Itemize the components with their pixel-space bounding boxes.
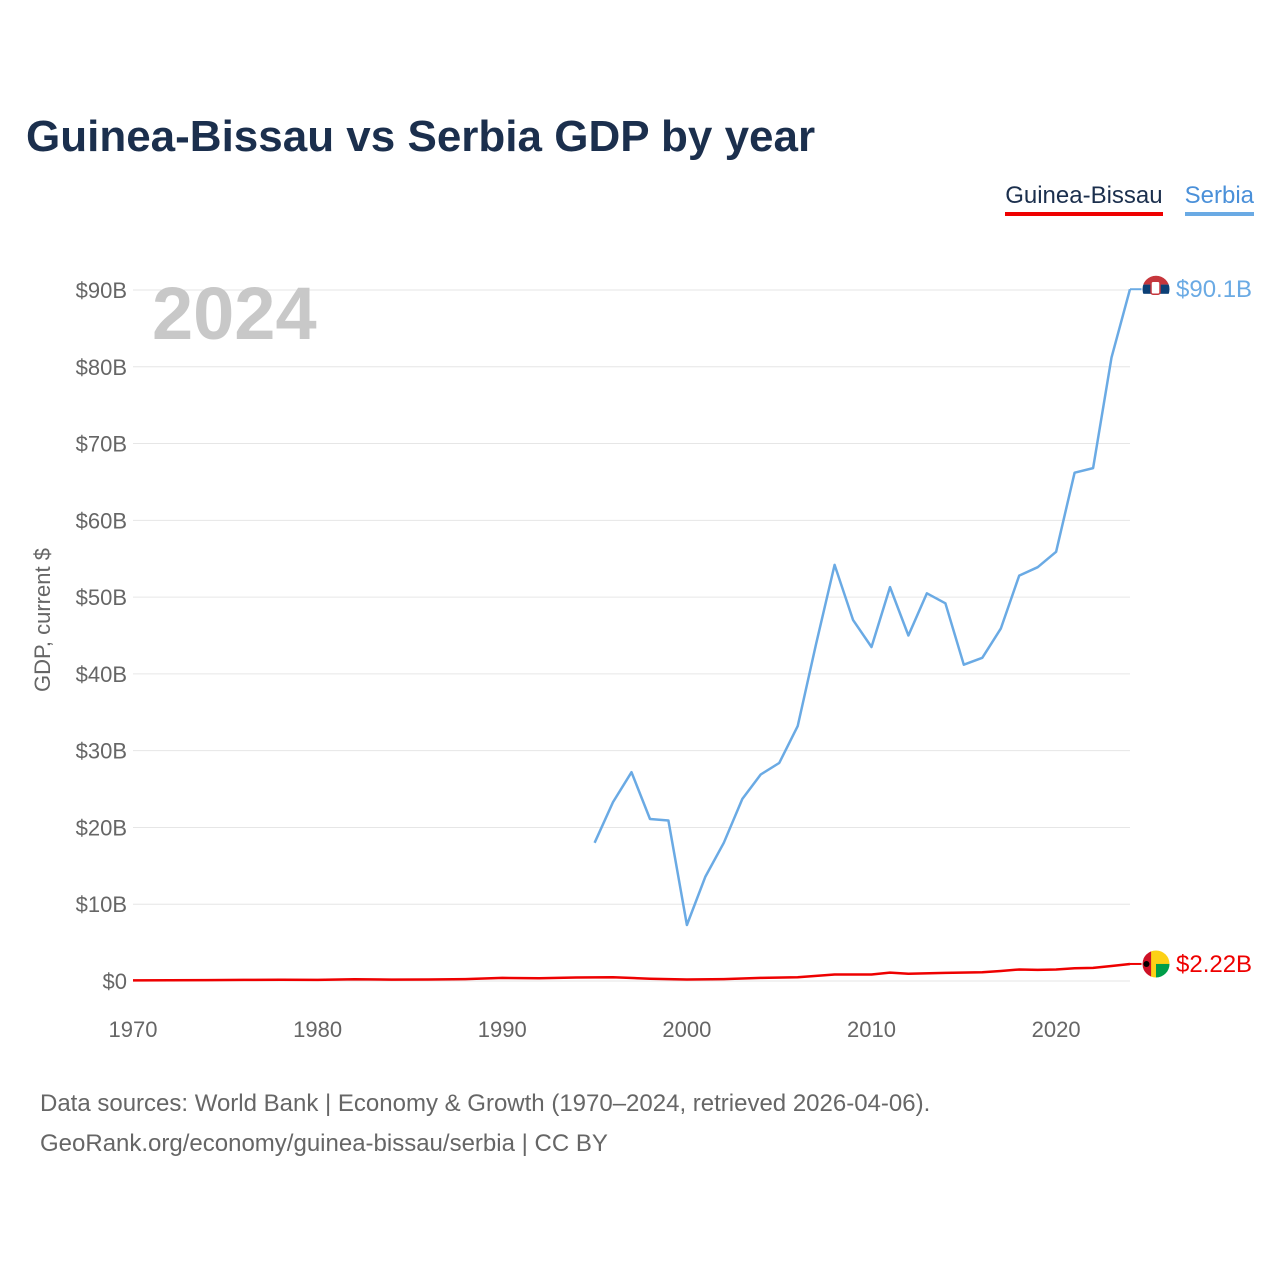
chart-title: Guinea-Bissau vs Serbia GDP by year [26, 112, 816, 161]
y-tick-label: $0 [103, 969, 127, 994]
end-labels: $2.22B $90.1B [1130, 274, 1252, 979]
y-tick-label: $80B [76, 355, 127, 380]
y-tick-label: $50B [76, 585, 127, 610]
y-tick-label: $60B [76, 508, 127, 533]
legend: Guinea-Bissau Serbia [1005, 182, 1254, 216]
source-note: Data sources: World Bank | Economy & Gro… [40, 1084, 930, 1164]
x-tick-label: 1990 [478, 1017, 527, 1042]
y-tick-label: $10B [76, 892, 127, 917]
x-tick-label: 1970 [109, 1017, 158, 1042]
y-tick-label: $70B [76, 432, 127, 457]
x-axis: 1970 1980 1990 2000 2010 2020 [109, 1017, 1081, 1042]
source-line-2[interactable]: GeoRank.org/economy/guinea-bissau/serbia… [40, 1130, 608, 1157]
line-chart: 2024 GDP, current $ $0 $10B $20B $30B $40B $5… [30, 272, 1252, 1042]
legend-item-serbia[interactable]: Serbia [1184, 182, 1254, 216]
y-tick-label: $90B [76, 278, 127, 303]
x-tick-label: 2010 [847, 1017, 896, 1042]
y-tick-label: $30B [76, 739, 127, 764]
x-tick-label: 2020 [1032, 1017, 1081, 1042]
y-tick-label: $40B [76, 662, 127, 687]
serbia-flag-icon [1141, 274, 1171, 304]
source-line-1: Data sources: World Bank | Economy & Gro… [40, 1090, 931, 1117]
legend-item-guinea-bissau[interactable]: Guinea-Bissau [1005, 182, 1163, 216]
guinea-bissau-flag-icon [1141, 949, 1171, 979]
y-tick-label: $20B [76, 815, 127, 840]
y-axis: $0 $10B $20B $30B $40B $50B $60B $70B $80B $90B [76, 278, 127, 994]
series [132, 288, 1132, 982]
x-tick-label: 2000 [662, 1017, 711, 1042]
series-line-serbia[interactable] [593, 288, 1132, 927]
y-axis-label: GDP, current $ [30, 548, 55, 692]
year-badge: 2024 [152, 272, 317, 355]
gridlines [133, 289, 1130, 982]
end-value-label-serbia: $90.1B [1176, 276, 1252, 303]
series-line-guinea-bissau[interactable] [132, 962, 1131, 982]
end-value-label-guinea-bissau: $2.22B [1176, 951, 1252, 978]
x-tick-label: 1980 [293, 1017, 342, 1042]
